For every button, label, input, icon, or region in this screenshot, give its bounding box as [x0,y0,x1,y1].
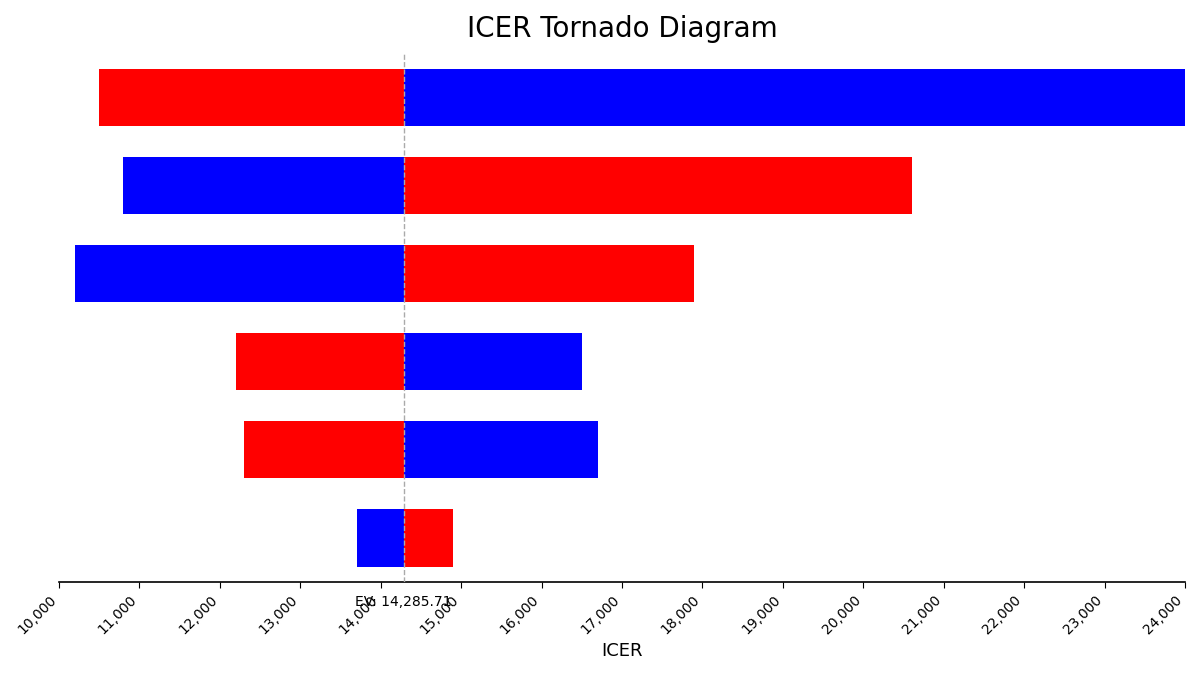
Bar [403,245,695,302]
Bar [100,69,403,126]
Bar [124,157,403,215]
Bar [236,333,403,390]
Bar [76,245,403,302]
Title: ICER Tornado Diagram: ICER Tornado Diagram [467,15,778,43]
Bar [403,509,454,566]
Bar [244,421,403,479]
Bar [403,333,582,390]
X-axis label: ICER: ICER [601,642,643,660]
Bar [356,509,403,566]
Bar [403,157,912,215]
Bar [403,421,598,479]
Text: EV: 14,285.71: EV: 14,285.71 [355,595,452,609]
Bar [403,69,1186,126]
